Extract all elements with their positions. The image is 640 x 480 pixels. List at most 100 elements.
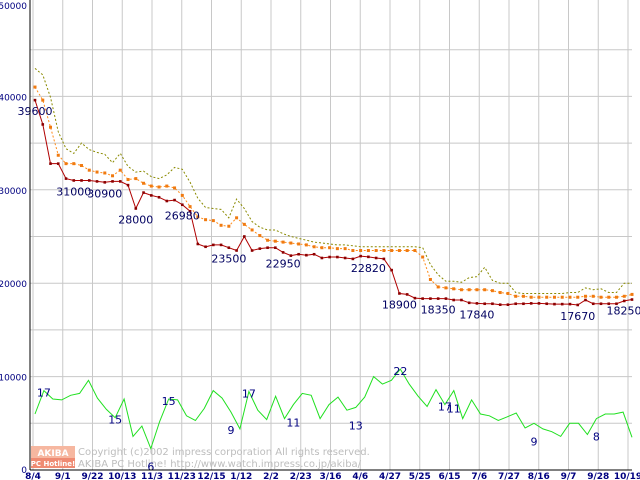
lowest-price-marker — [498, 303, 502, 306]
lowest-price-marker — [367, 255, 370, 259]
shop-count-data-label: 17 — [242, 388, 256, 401]
lowest-price-marker — [522, 302, 525, 306]
lowest-price-marker — [235, 249, 238, 252]
average-marker — [111, 174, 115, 178]
average-marker — [614, 295, 618, 299]
lowest-price-marker — [41, 123, 45, 126]
x-tick-label: 7/6 — [471, 472, 487, 480]
lowest-price-marker — [529, 302, 533, 305]
lowest-price-marker — [274, 246, 277, 250]
average-marker — [297, 242, 301, 246]
lowest-price-marker — [157, 195, 161, 199]
average-marker — [452, 287, 456, 291]
lowest-price-marker — [553, 302, 556, 306]
average-marker — [359, 249, 363, 253]
lowest-price-marker — [506, 303, 510, 306]
shop-count-data-label: 9 — [228, 424, 235, 437]
shop-count-data-label: 17 — [37, 387, 51, 400]
average-marker — [273, 239, 277, 243]
x-tick-label: 7/27 — [498, 472, 520, 480]
lowest-price-marker — [64, 177, 68, 180]
average-marker — [475, 288, 479, 292]
site-url-line: AKIBA PC Hotline! http://www.watch.impre… — [78, 459, 362, 470]
x-tick-label: 4/27 — [379, 472, 401, 480]
y-tick-label: 10000 — [0, 374, 27, 384]
average-marker — [118, 168, 122, 172]
average-marker — [72, 162, 76, 166]
lowest-price-marker — [134, 207, 138, 210]
average-marker — [436, 285, 440, 289]
average-marker — [599, 295, 603, 299]
lowest-price-marker — [312, 252, 316, 256]
price-data-label: 23500 — [211, 253, 246, 266]
average-marker — [428, 277, 432, 281]
shop-count-data-label: 6 — [147, 461, 154, 474]
lowest-price-marker — [212, 243, 215, 247]
average-marker — [397, 249, 401, 253]
average-marker — [227, 224, 231, 228]
average-marker — [421, 255, 425, 259]
price-data-label: 28000 — [118, 213, 153, 226]
lowest-price-marker — [196, 242, 200, 246]
lowest-price-marker — [243, 235, 246, 238]
average-marker — [444, 286, 448, 290]
average-marker — [95, 170, 99, 174]
average-marker — [382, 249, 386, 253]
lowest-price-marker — [173, 198, 176, 202]
average-marker — [289, 241, 293, 245]
lowest-price-marker — [305, 253, 308, 257]
average-marker — [219, 223, 223, 227]
average-marker — [630, 292, 634, 296]
average-marker — [343, 247, 347, 251]
average-marker — [304, 243, 308, 247]
average-marker — [568, 295, 572, 299]
x-tick-label: 9/22 — [81, 472, 103, 480]
series-line-shop-count — [34, 368, 633, 450]
lowest-price-marker — [336, 255, 339, 259]
lowest-price-marker — [405, 293, 409, 296]
lowest-price-marker — [475, 302, 479, 305]
shop-count-data-label: 9 — [530, 435, 537, 448]
x-tick-label: 8/4 — [25, 472, 41, 480]
price-data-label: 39600 — [18, 105, 53, 118]
lowest-price-marker — [436, 297, 440, 300]
lowest-price-marker — [607, 302, 611, 306]
x-tick-label: 9/1 — [55, 472, 71, 480]
average-marker — [366, 249, 370, 253]
lowest-price-marker — [374, 256, 378, 260]
akiba-logo-bottom — [31, 458, 75, 468]
average-marker — [266, 238, 270, 242]
average-marker — [328, 246, 332, 250]
x-tick-label: 12/15 — [197, 472, 225, 480]
lowest-price-marker — [258, 247, 262, 250]
x-tick-label: 8/16 — [528, 472, 550, 480]
average-marker — [459, 288, 463, 292]
average-marker — [591, 294, 595, 298]
average-marker — [188, 205, 192, 209]
average-marker — [242, 222, 246, 226]
lowest-price-marker — [576, 303, 580, 307]
lowest-price-marker — [281, 251, 285, 254]
akiba-logo-top — [31, 446, 75, 458]
price-data-label: 17670 — [560, 310, 595, 323]
lowest-price-marker — [111, 180, 114, 183]
lowest-price-marker — [103, 181, 107, 184]
x-tick-label: 11/3 — [141, 472, 163, 480]
lowest-price-marker — [537, 302, 541, 305]
lowest-price-marker — [584, 298, 587, 302]
shop-count-data-label: 15 — [162, 395, 176, 408]
lowest-price-marker — [80, 179, 83, 182]
x-tick-label: 10/19 — [614, 472, 640, 480]
x-tick-label: 9/28 — [587, 472, 609, 480]
lowest-price-marker — [343, 256, 347, 260]
price-data-label: 22820 — [351, 262, 386, 275]
x-tick-label: 2/23 — [290, 472, 312, 480]
average-marker — [335, 247, 339, 251]
average-marker — [64, 162, 68, 166]
average-marker — [281, 240, 285, 244]
average-marker — [204, 218, 208, 222]
average-marker — [87, 168, 91, 172]
price-data-label: 17840 — [459, 308, 494, 321]
lowest-price-marker — [95, 180, 99, 183]
lowest-price-marker — [591, 302, 595, 306]
